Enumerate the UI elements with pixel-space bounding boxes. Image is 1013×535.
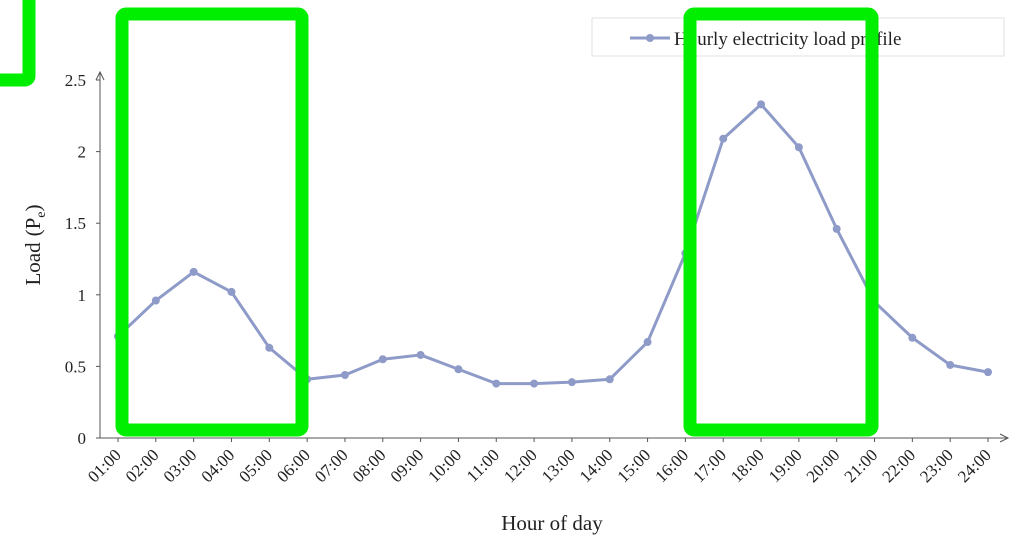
data-point-8 <box>416 350 425 359</box>
x-tick-label-9: 10:00 <box>424 445 465 486</box>
data-point-11 <box>530 379 539 388</box>
data-point-17 <box>757 100 766 109</box>
x-tick-label-15: 16:00 <box>651 445 692 486</box>
y-axis-arrow <box>95 70 105 81</box>
x-tick-label-23: 24:00 <box>954 445 995 486</box>
x-tick-label-1: 02:00 <box>122 445 163 486</box>
x-tick-label-17: 18:00 <box>727 445 768 486</box>
y-ticks: 0 0.5 1 1.5 2 2.5 <box>65 71 100 448</box>
data-point-3 <box>227 287 236 296</box>
x-ticks: 01:0002:0003:0004:0005:0006:0007:0008:00… <box>84 438 995 486</box>
x-tick-label-18: 19:00 <box>765 445 806 486</box>
y-tick-label-2: 1 <box>78 286 87 305</box>
data-point-9 <box>454 365 463 374</box>
data-point-21 <box>908 333 917 342</box>
legend: Hourly electricity load profile <box>591 17 1005 57</box>
series-group <box>114 100 992 388</box>
axes <box>95 70 1010 443</box>
x-tick-label-6: 07:00 <box>311 445 352 486</box>
x-tick-label-7: 08:00 <box>349 445 390 486</box>
x-tick-label-12: 13:00 <box>538 445 579 486</box>
data-point-22 <box>946 360 955 369</box>
data-point-6 <box>340 370 349 379</box>
x-tick-label-3: 04:00 <box>197 445 238 486</box>
x-tick-label-8: 09:00 <box>387 445 428 486</box>
x-tick-label-21: 22:00 <box>878 445 919 486</box>
x-tick-label-16: 17:00 <box>689 445 730 486</box>
y-tick-label-4: 2 <box>78 143 87 162</box>
data-point-16 <box>719 134 728 143</box>
y-axis-title-paren-close: ) <box>21 204 45 211</box>
y-tick-label-3: 1.5 <box>65 214 86 233</box>
x-axis-title: Hour of day <box>501 511 603 535</box>
data-point-18 <box>794 143 803 152</box>
y-tick-label-5: 2.5 <box>65 71 86 90</box>
data-point-10 <box>492 379 501 388</box>
y-axis-title: Load (Pe) <box>21 204 49 285</box>
x-tick-label-14: 15:00 <box>614 445 655 486</box>
data-point-12 <box>567 378 576 387</box>
highlight-overlays <box>0 0 879 437</box>
x-tick-label-20: 21:00 <box>841 445 882 486</box>
x-tick-label-5: 06:00 <box>273 445 314 486</box>
data-point-23 <box>984 368 992 377</box>
highlight-box-corner <box>0 0 36 87</box>
data-point-7 <box>378 355 387 364</box>
series-line <box>116 102 989 386</box>
legend-label: Hourly electricity load profile <box>674 29 901 50</box>
data-point-2 <box>189 267 198 276</box>
y-tick-label-1: 0.5 <box>65 357 86 376</box>
y-axis-title-paren-open: (P <box>21 218 45 237</box>
x-tick-label-11: 12:00 <box>500 445 541 486</box>
data-point-4 <box>265 343 274 352</box>
highlight-box-evening-peak <box>683 7 879 437</box>
x-tick-label-10: 11:00 <box>463 445 503 485</box>
legend-marker <box>646 34 654 42</box>
x-tick-label-0: 01:00 <box>84 445 125 486</box>
y-axis-title-main: Load <box>21 242 45 286</box>
data-point-1 <box>151 296 160 305</box>
highlight-box-night-peak <box>115 7 309 437</box>
y-tick-label-0: 0 <box>78 429 87 448</box>
x-tick-label-2: 03:00 <box>160 445 201 486</box>
y-axis-title-sub: e <box>34 211 49 217</box>
x-tick-label-19: 20:00 <box>803 445 844 486</box>
data-point-13 <box>605 375 614 384</box>
x-tick-label-4: 05:00 <box>235 445 276 486</box>
data-point-14 <box>643 338 652 347</box>
x-axis-arrow <box>999 433 1010 443</box>
x-tick-label-22: 23:00 <box>916 445 957 486</box>
data-point-19 <box>832 224 841 233</box>
x-tick-label-13: 14:00 <box>576 445 617 486</box>
